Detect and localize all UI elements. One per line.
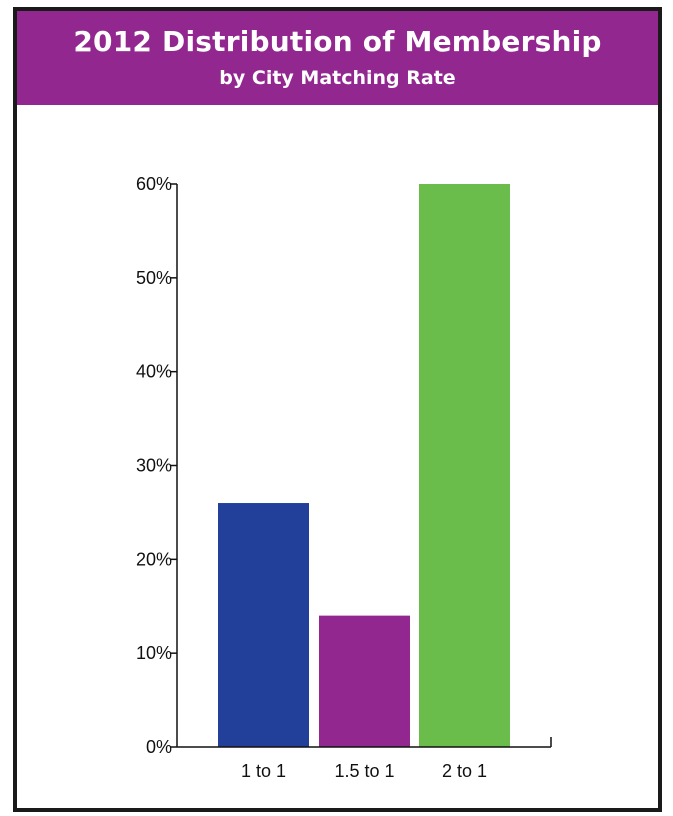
y-tick-label: 0% bbox=[146, 737, 172, 757]
labels-group: 0% 10% 20% 30% 40% 50% 60% 1 to 1 1.5 to 1 2 to 1 bbox=[136, 174, 487, 781]
x-category-label: 1 to 1 bbox=[241, 761, 286, 781]
bar-2 bbox=[319, 615, 410, 747]
bar-1 bbox=[218, 503, 309, 747]
chart-header: 2012 Distribution of Membership by City … bbox=[17, 11, 658, 105]
y-tick-label: 10% bbox=[136, 643, 172, 663]
axes-group bbox=[170, 183, 552, 748]
chart-subtitle: by City Matching Rate bbox=[219, 67, 456, 89]
chart-title: 2012 Distribution of Membership bbox=[73, 25, 602, 58]
y-tick-label: 40% bbox=[136, 362, 172, 382]
bars-group bbox=[218, 184, 510, 747]
y-tick-label: 50% bbox=[136, 268, 172, 288]
y-tick-label: 60% bbox=[136, 174, 172, 194]
x-category-label: 2 to 1 bbox=[442, 761, 487, 781]
x-category-label: 1.5 to 1 bbox=[334, 761, 394, 781]
y-tick-label: 20% bbox=[136, 549, 172, 569]
y-tick-label: 30% bbox=[136, 456, 172, 476]
bar-3 bbox=[419, 184, 510, 747]
